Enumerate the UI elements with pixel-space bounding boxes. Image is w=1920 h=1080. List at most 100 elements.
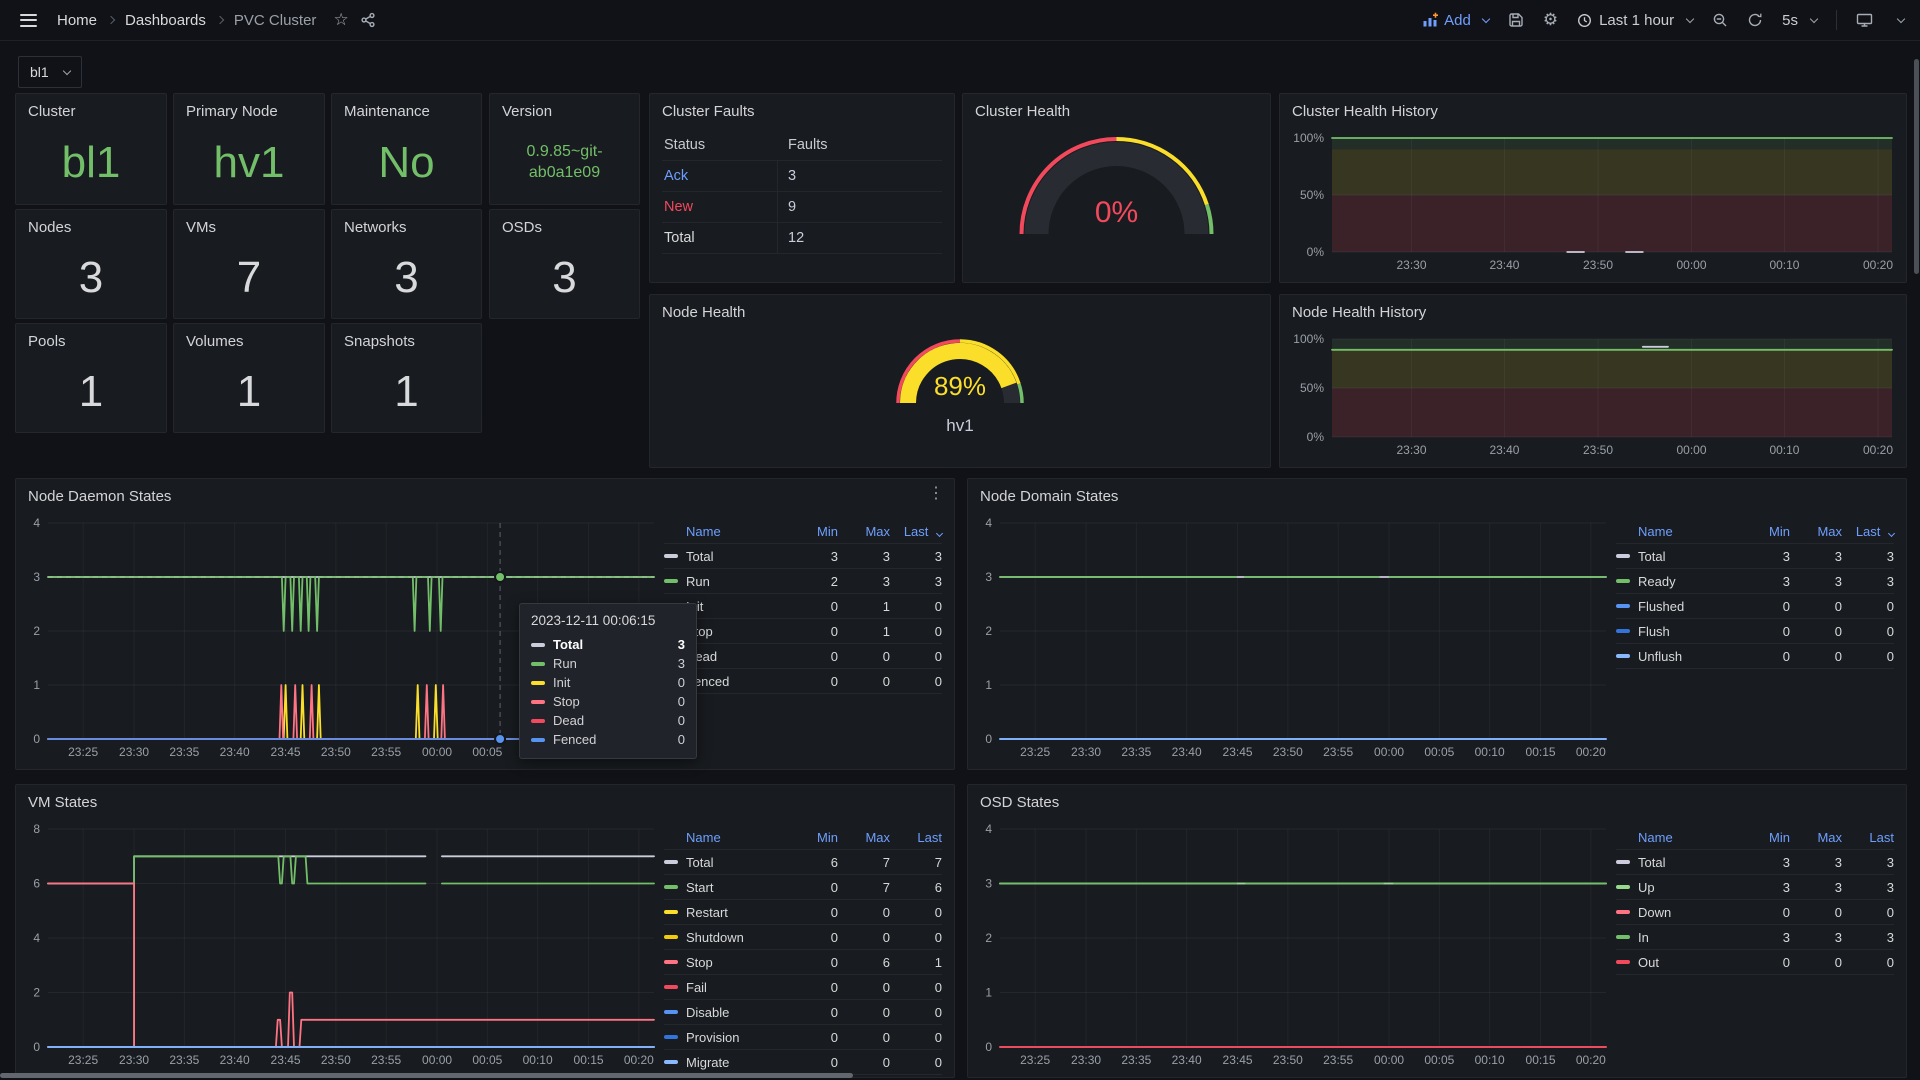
svg-text:00:15: 00:15 [1526,1053,1556,1067]
series-color-swatch [1616,910,1630,914]
legend-row[interactable]: Fenced000 [664,669,942,694]
panel-primary-node: Primary Node hv1 [173,93,325,205]
star-icon[interactable]: ☆ [333,10,348,30]
variable-value: bl1 [30,64,49,80]
legend-row[interactable]: Provision000 [664,1025,942,1050]
horizontal-scrollbar[interactable] [0,1073,853,1078]
cluster-health-history-chart[interactable]: 0%50%100%23:3023:4023:5000:0000:1000:20 [1286,128,1900,276]
svg-text:23:50: 23:50 [1583,258,1613,272]
panel-title: Primary Node [174,94,324,128]
legend-row[interactable]: Dead000 [664,644,942,669]
legend-row[interactable]: Unflush000 [1616,644,1894,669]
stat-value: 0.9.85~git-ab0a1e09 [490,126,639,200]
add-panel-icon [1422,12,1438,28]
timeseries-svg[interactable]: 0%50%100%23:3023:4023:5000:0000:1000:20 [1286,128,1900,276]
svg-text:00:05: 00:05 [1424,1053,1454,1067]
panel-title: Volumes [174,324,324,358]
svg-text:23:35: 23:35 [169,1053,199,1067]
legend-row[interactable]: Flush000 [1616,619,1894,644]
legend-row[interactable]: Disable000 [664,1000,942,1025]
timeseries-svg[interactable]: 0123423:2523:3023:3523:4023:4523:5023:55… [974,819,1614,1071]
svg-text:0: 0 [985,732,992,746]
svg-text:0: 0 [985,1040,992,1054]
node-health-history-chart[interactable]: 0%50%100%23:3023:4023:5000:0000:1000:20 [1286,329,1900,461]
legend-row[interactable]: Start076 [664,875,942,900]
svg-text:00:00: 00:00 [1677,258,1707,272]
panel-title: OSD States [968,785,1906,819]
timeseries-svg[interactable]: 0246823:2523:3023:3523:4023:4523:5023:55… [22,819,662,1071]
legend-row[interactable]: Out000 [1616,950,1894,975]
legend-row[interactable]: Run233 [664,569,942,594]
refresh-interval-picker[interactable]: 5s [1782,12,1817,29]
panel-snapshots: Snapshots 1 [331,323,482,433]
panel-volumes: Volumes 1 [173,323,325,433]
svg-text:23:30: 23:30 [1071,745,1101,759]
breadcrumb-dashboards[interactable]: Dashboards [125,12,206,29]
svg-text:00:05: 00:05 [472,1053,502,1067]
vm-states-chart[interactable]: 0246823:2523:3023:3523:4023:4523:5023:55… [22,819,662,1071]
kiosk-monitor-icon[interactable] [1856,12,1873,28]
svg-text:00:15: 00:15 [574,1053,604,1067]
panel-title: Cluster Health [963,94,1270,128]
zoom-out-time-icon[interactable] [1712,12,1728,28]
table-row: Ack 3 [662,161,942,192]
legend-row[interactable]: Up333 [1616,875,1894,900]
legend-header[interactable]: NameMinMaxLast [664,825,942,850]
cluster-health-gauge: 0% [963,128,1270,276]
top-nav: Home Dashboards PVC Cluster ☆ Add [0,0,1920,41]
node-domain-states-chart[interactable]: 0123423:2523:3023:3523:4023:4523:5023:55… [974,513,1614,763]
legend-row[interactable]: Total333 [664,544,942,569]
legend-row[interactable]: Total677 [664,850,942,875]
series-color-swatch [664,579,678,583]
series-color-swatch [1616,629,1630,633]
legend-row[interactable]: Shutdown000 [664,925,942,950]
tooltip-rows: Total3Run3Init0Stop0Dead0Fenced0 [531,635,685,749]
variable-dropdown-cluster[interactable]: bl1 [18,56,82,88]
legend-row[interactable]: In333 [1616,925,1894,950]
panel-cluster-health-history: Cluster Health History 0%50%100%23:3023:… [1279,93,1907,283]
legend-row[interactable]: Flushed000 [1616,594,1894,619]
panel-title: Node Daemon States [16,479,954,513]
timeseries-svg[interactable]: 0123423:2523:3023:3523:4023:4523:5023:55… [974,513,1614,763]
series-color-swatch [1616,960,1630,964]
panel-menu-icon[interactable]: ⋮ [928,486,944,502]
legend-row[interactable]: Total333 [1616,850,1894,875]
svg-text:23:30: 23:30 [119,1053,149,1067]
save-dashboard-icon[interactable] [1508,12,1524,28]
vertical-scrollbar[interactable] [1914,59,1919,274]
series-color-swatch [664,554,678,558]
legend-row[interactable]: Init010 [664,594,942,619]
svg-text:00:10: 00:10 [523,1053,553,1067]
breadcrumb-home[interactable]: Home [57,12,97,29]
legend-header[interactable]: NameMinMaxLast [664,519,942,544]
legend-header[interactable]: NameMinMaxLast [1616,825,1894,850]
refresh-icon[interactable] [1747,12,1763,28]
legend-row[interactable]: Stop061 [664,950,942,975]
svg-text:00:00: 00:00 [1677,443,1707,457]
legend-row[interactable]: Total333 [1616,544,1894,569]
legend-row[interactable]: Restart000 [664,900,942,925]
svg-text:23:50: 23:50 [1583,443,1613,457]
menu-icon[interactable] [16,10,41,31]
panel-maintenance: Maintenance No [331,93,482,205]
svg-text:23:45: 23:45 [271,745,301,759]
tooltip-row: Total3 [531,635,685,654]
faults-table-header[interactable]: Status Faults [662,130,942,161]
legend-header[interactable]: NameMinMaxLast [1616,519,1894,544]
legend-row[interactable]: Down000 [1616,900,1894,925]
tooltip-row: Dead0 [531,711,685,730]
series-color-swatch [1616,885,1630,889]
toolbar-more-chevron-icon[interactable] [1897,15,1905,23]
legend-row[interactable]: Ready333 [1616,569,1894,594]
svg-text:8: 8 [33,822,40,836]
time-range-picker[interactable]: Last 1 hour [1577,12,1693,29]
add-button[interactable]: Add [1422,12,1489,29]
settings-gear-icon[interactable]: ⚙ [1543,10,1558,30]
svg-text:23:40: 23:40 [1489,443,1519,457]
legend-row[interactable]: Fail000 [664,975,942,1000]
legend-row[interactable]: Migrate000 [664,1050,942,1075]
share-icon[interactable] [360,12,376,28]
timeseries-svg[interactable]: 0%50%100%23:3023:4023:5000:0000:1000:20 [1286,329,1900,461]
osd-states-chart[interactable]: 0123423:2523:3023:3523:4023:4523:5023:55… [974,819,1614,1071]
legend-row[interactable]: Stop010 [664,619,942,644]
